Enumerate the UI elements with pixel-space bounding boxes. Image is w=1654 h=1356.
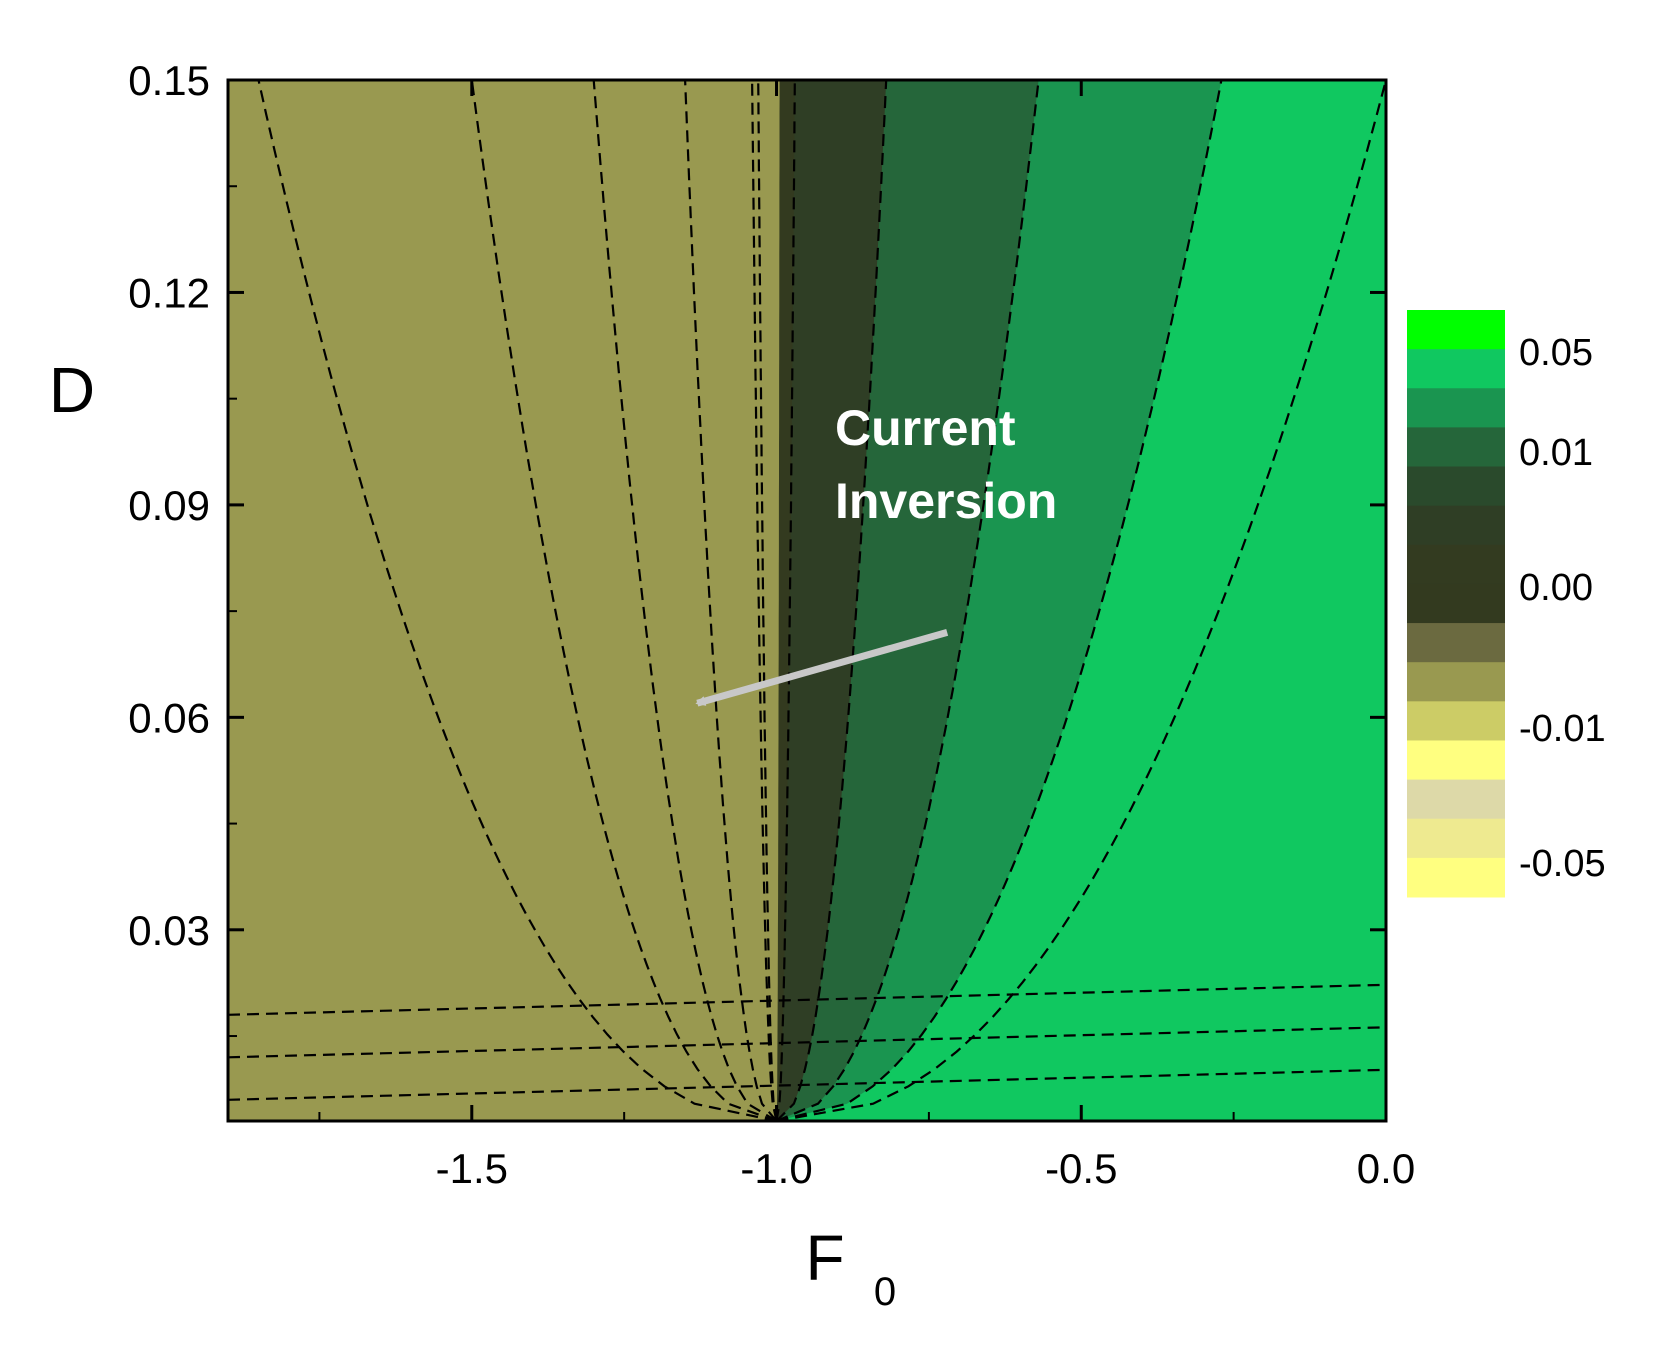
contour-line-2 xyxy=(592,80,778,1121)
y-tick-label: 0.09 xyxy=(128,482,210,529)
colorbar-swatch xyxy=(1407,349,1505,389)
x-tick-label: -1.0 xyxy=(740,1145,812,1192)
x-tick-label: 0.0 xyxy=(1357,1145,1415,1192)
contour-line-7 xyxy=(775,80,888,1121)
y-tick-label: 0.06 xyxy=(128,694,210,741)
y-axis-label: D xyxy=(49,354,95,426)
colorbar-swatch xyxy=(1407,818,1505,859)
annotation-line-2: Inversion xyxy=(835,473,1057,529)
contour-line-1 xyxy=(470,80,777,1121)
colorbar-swatch xyxy=(1407,388,1505,428)
contour-line-bottom-2 xyxy=(228,983,1386,1016)
colorbar-swatch xyxy=(1407,701,1505,741)
contour-line-4 xyxy=(751,80,778,1121)
contour-line-bottom-1 xyxy=(228,1026,1386,1059)
plot-frame xyxy=(226,78,1388,1123)
colorbar-swatch xyxy=(1407,505,1505,546)
y-tick-label: 0.15 xyxy=(128,57,210,104)
colorbar-swatches xyxy=(1407,310,1505,898)
colorbar-label: 0.01 xyxy=(1519,432,1593,474)
x-tick-label: -0.5 xyxy=(1045,1145,1117,1192)
colorbar-swatch xyxy=(1407,662,1505,702)
colorbar-labels: 0.05 0.01 0.00 -0.01 -0.05 xyxy=(1519,332,1606,885)
colorbar-label: 0.00 xyxy=(1519,567,1593,609)
contour-line-6 xyxy=(775,80,796,1121)
colorbar-label: -0.01 xyxy=(1519,708,1606,750)
colorbar-swatch xyxy=(1407,740,1505,781)
annotation-arrow xyxy=(695,628,949,707)
colorbar-label: 0.05 xyxy=(1519,332,1593,374)
colorbar-swatch xyxy=(1407,427,1505,468)
region-neg-005 xyxy=(228,80,795,1121)
plot-area xyxy=(228,80,1386,1121)
contour-lines xyxy=(228,80,1386,1121)
y-tick-label: 0.03 xyxy=(128,907,210,954)
colorbar-swatch xyxy=(1407,779,1505,820)
x-tick-label: -1.5 xyxy=(436,1145,508,1192)
contour-line-8 xyxy=(776,80,1040,1121)
contour-regions xyxy=(228,80,1386,1121)
colorbar-swatch xyxy=(1407,310,1505,350)
x-axis-label: F xyxy=(805,1222,844,1294)
colorbar-swatch xyxy=(1407,466,1505,507)
colorbar-label: -0.05 xyxy=(1519,843,1606,885)
contour-line-5 xyxy=(757,80,778,1121)
colorbar-swatch xyxy=(1407,857,1505,898)
annotation-line-1: Current xyxy=(835,400,1016,456)
x-axis-title: F 0 xyxy=(805,1222,896,1314)
contour-line-bottom-0 xyxy=(228,1068,1386,1101)
region-pos-05 xyxy=(776,80,1386,1121)
contour-line-3 xyxy=(684,80,778,1121)
colorbar: 0.05 0.01 0.00 -0.01 -0.05 xyxy=(1407,310,1606,898)
contour-line-9 xyxy=(776,80,1223,1121)
colorbar-swatch xyxy=(1407,623,1505,663)
annotation-current-inversion: Current Inversion xyxy=(695,400,1057,707)
y-tick-label: 0.12 xyxy=(128,269,210,316)
axis-ticks: -1.5 -1.0 -0.5 0.0 0.03 0.06 0.09 0.12 0.15 xyxy=(128,57,1415,1192)
colorbar-swatch xyxy=(1407,583,1505,624)
contour-line-10 xyxy=(776,80,1386,1121)
x-axis-label-subscript: 0 xyxy=(874,1270,896,1314)
colorbar-swatch xyxy=(1407,544,1505,585)
